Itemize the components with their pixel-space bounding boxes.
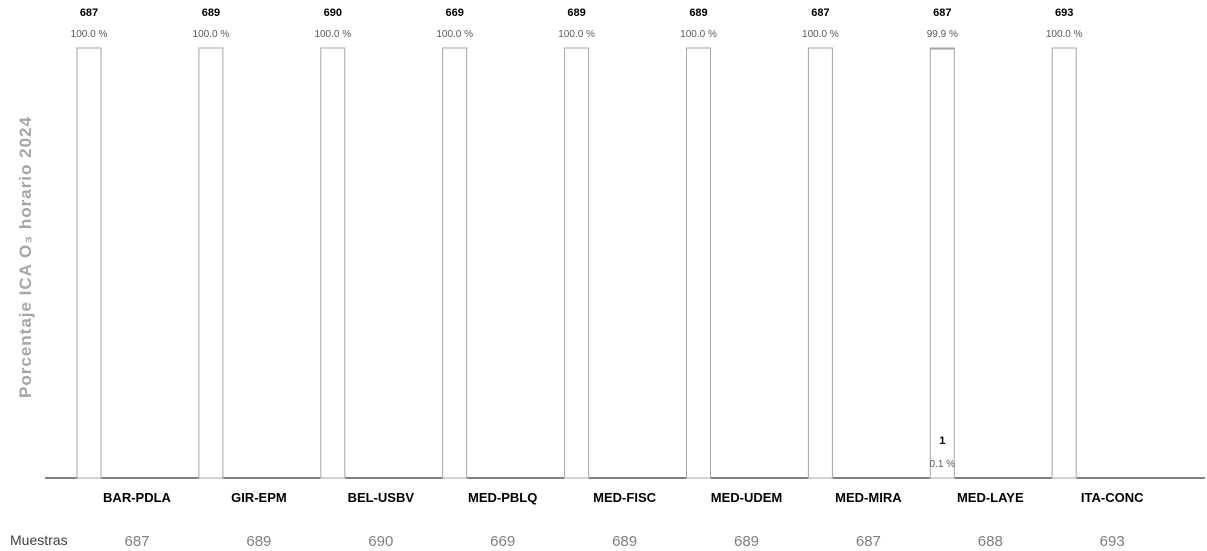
bar-med-fisc-series-0 [564, 47, 590, 479]
x-tick-label: MED-MIRA [835, 490, 902, 505]
bar-bar-pdla-series-0 [76, 47, 102, 479]
x-tick-label: BAR-PDLA [103, 490, 171, 505]
samples-value: 669 [490, 533, 515, 550]
percentage-label: 100.0 % [314, 29, 351, 40]
percentage-label: 100.0 % [558, 29, 595, 40]
x-tick-label: MED-PBLQ [468, 490, 537, 505]
samples-value: 689 [612, 533, 637, 550]
count-label: 687 [811, 7, 829, 19]
percentage-label: 100.0 % [71, 29, 108, 40]
samples-value: 689 [734, 533, 759, 550]
bar-med-mira-series-0 [807, 47, 833, 479]
percentage-label: 100.0 % [680, 29, 717, 40]
count-label: 687 [80, 7, 98, 19]
count-label: 689 [689, 7, 707, 19]
percentage-label: 100.0 % [436, 29, 473, 40]
x-tick-label: MED-UDEM [711, 490, 783, 505]
count-label: 693 [1055, 7, 1073, 19]
samples-row-label: Muestras [10, 532, 68, 548]
bar-med-laye-series-1 [929, 47, 955, 50]
percentage-label: 100.0 % [1046, 29, 1083, 40]
samples-value: 687 [856, 533, 881, 550]
samples-value: 690 [368, 533, 393, 550]
count-label: 689 [202, 7, 220, 19]
count-label: 687 [933, 7, 951, 19]
percentage-label: 100.0 % [193, 29, 230, 40]
x-tick-label: GIR-EPM [231, 490, 287, 505]
x-tick-label: MED-FISC [593, 490, 656, 505]
samples-value: 689 [246, 533, 271, 550]
percentage-label: 100.0 % [802, 29, 839, 40]
percentage-label: 99.9 % [927, 29, 958, 40]
count-label: 689 [567, 7, 585, 19]
bar-med-pblq-series-0 [442, 47, 468, 479]
bar-med-udem-series-0 [686, 47, 711, 479]
x-tick-label: BEL-USBV [348, 490, 415, 505]
samples-value: 693 [1100, 533, 1125, 550]
bar-gir-epm-series-0 [198, 47, 224, 479]
count-label: 1 [939, 435, 945, 447]
samples-value: 688 [978, 533, 1003, 550]
x-tick-label: MED-LAYE [957, 490, 1024, 505]
samples-value: 687 [124, 533, 149, 550]
percentage-label: 0.1 % [930, 459, 956, 470]
x-tick-label: ITA-CONC [1081, 490, 1144, 505]
count-label: 669 [446, 7, 464, 19]
bar-ita-conc-series-0 [1051, 47, 1077, 479]
bar-bel-usbv-series-0 [320, 47, 346, 479]
count-label: 690 [324, 7, 342, 19]
bar-med-laye-series-0 [929, 47, 955, 479]
